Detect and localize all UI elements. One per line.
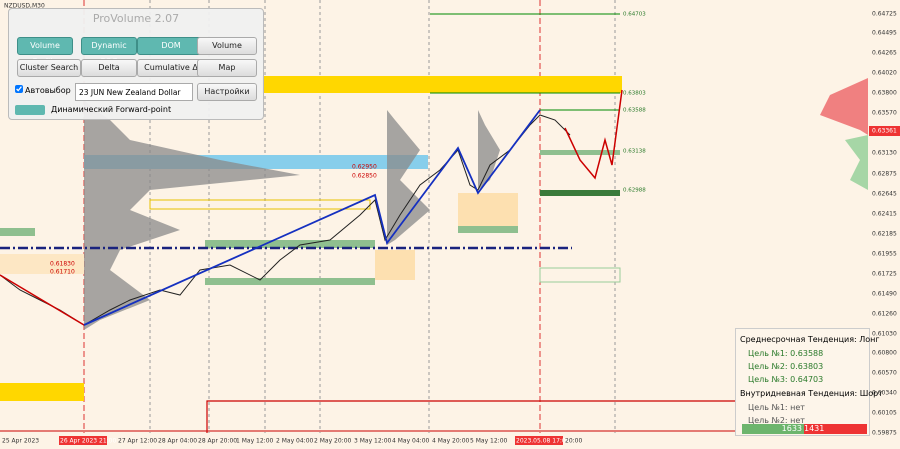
- price-label: 0.63130: [872, 150, 897, 157]
- price-label: 0.62875: [872, 171, 897, 178]
- target: Цель №1: 0.63588: [748, 349, 824, 358]
- price-label: 0.60570: [872, 370, 897, 377]
- settings-button[interactable]: Настройки: [197, 83, 257, 101]
- price-label: 0.61725: [872, 271, 897, 278]
- current-price: 0.63361: [872, 128, 897, 135]
- time-highlight: [515, 436, 563, 445]
- auto-select-label: Автовыбор: [25, 86, 71, 95]
- zigzag: [83, 109, 541, 326]
- medium-trend: Среднесрочная Тенденция: Лонг: [740, 335, 880, 344]
- level-label: 0.62850: [352, 173, 377, 180]
- price-axis: [868, 0, 900, 449]
- info-box: Среднесрочная Тенденция: Лонг Цель №1: 0…: [735, 328, 883, 436]
- price-path: [0, 114, 571, 326]
- price-label: 0.61490: [872, 291, 897, 298]
- axes: 0.64725 0.64495 0.64265 0.64020 0.63800 0.635…: [2, 11, 897, 445]
- price-label: 0.60340: [872, 390, 897, 397]
- buy-count: 1633: [742, 424, 804, 434]
- time-axis: [0, 433, 868, 449]
- target: Цель №2: 0.63803: [748, 362, 824, 371]
- price-label: 0.62185: [872, 231, 897, 238]
- right-profile: [845, 135, 868, 190]
- panel-button[interactable]: Volume: [197, 37, 257, 55]
- time-label: 27 Apr 12:00: [118, 438, 157, 445]
- price-label: 0.64495: [872, 30, 897, 37]
- panel-button[interactable]: Map: [197, 59, 257, 77]
- zones: [0, 76, 622, 401]
- level-label: 0.61830: [50, 261, 75, 268]
- time-label: 2 May 20:00: [314, 438, 352, 445]
- toggle[interactable]: [15, 105, 45, 115]
- price-label: 0.60800: [872, 350, 897, 357]
- intraday-trend: Внутридневная Тенденция: Шорт: [740, 389, 883, 398]
- price-label: 0.62645: [872, 191, 897, 198]
- level-label: 0.62988: [623, 188, 646, 194]
- auto-select[interactable]: Автовыбор: [15, 85, 71, 95]
- panel-title: ProVolume 2.07: [92, 12, 180, 25]
- time-label: 28 Apr 20:00: [198, 438, 237, 445]
- time-highlight: [59, 436, 107, 445]
- checkbox[interactable]: [15, 85, 23, 93]
- price-label: 0.61955: [872, 251, 897, 258]
- time-label: 1 May 12:00: [236, 438, 274, 445]
- level-label: 0.63588: [623, 108, 646, 114]
- level-label: 0.61710: [50, 269, 75, 276]
- price-label: 0.60105: [872, 410, 897, 417]
- right-profile: [820, 78, 868, 135]
- time-label: 5 May 12:00: [470, 438, 508, 445]
- symbol: NZDUSD,M30: [4, 3, 45, 10]
- price-label: 0.62415: [872, 211, 897, 218]
- price-label: 0.64020: [872, 70, 897, 77]
- panel-button[interactable]: Dynamic POC: [81, 37, 137, 66]
- price-label: 0.63800: [872, 90, 897, 97]
- instrument-select[interactable]: 23 JUN New Zealand Dollar: [75, 83, 193, 101]
- panel-button[interactable]: Delta: [81, 59, 137, 77]
- level-label: 0.64703: [623, 12, 646, 18]
- price-label: 0.64265: [872, 50, 897, 57]
- level-label: 0.63803: [623, 91, 646, 97]
- price-label: 0.61260: [872, 311, 897, 318]
- forward-point: Динамический Forward-point: [51, 105, 172, 114]
- time-label: 4 May 04:00: [392, 438, 430, 445]
- trend-line: [0, 274, 85, 326]
- provolume-panel: ProVolume 2.07 Volume Profile Dynamic POC…: [8, 8, 264, 120]
- panel-button[interactable]: Volume Profile: [17, 37, 73, 66]
- panel-button[interactable]: Cluster Search: [17, 59, 81, 77]
- panel-button[interactable]: DOM: [137, 37, 205, 55]
- level-label: 0.63138: [623, 149, 646, 155]
- time-label: 4 May 20:00: [432, 438, 470, 445]
- price-label: 0.64725: [872, 11, 897, 18]
- panel-button[interactable]: Cumulative Δ: [137, 59, 205, 77]
- time-label: 3 May 12:00: [354, 438, 392, 445]
- time-label: 20:00: [565, 438, 582, 445]
- level-label: 0.62950: [352, 164, 377, 171]
- time-label: 25 Apr 2023: [2, 438, 39, 445]
- time-label: 26 Apr 2023 21:00: [60, 438, 116, 445]
- price-label: 0.63570: [872, 110, 897, 117]
- target-lines: [430, 13, 620, 111]
- sell-count: 1431: [804, 424, 867, 434]
- time-label: 28 Apr 04:00: [158, 438, 197, 445]
- time-label: 2023.05.08 17:00: [516, 438, 570, 445]
- volume-profile: [84, 100, 500, 330]
- current-price-box: [869, 126, 900, 136]
- forecast: [564, 89, 623, 180]
- target: Цель №3: 0.64703: [748, 375, 824, 384]
- price-label: 0.61030: [872, 331, 897, 338]
- time-label: 2 May 04:00: [276, 438, 314, 445]
- red-level: [206, 400, 868, 433]
- price-label: 0.59875: [872, 430, 897, 437]
- target: Цель №1: нет: [748, 403, 805, 412]
- target: Цель №2: нет: [748, 416, 805, 425]
